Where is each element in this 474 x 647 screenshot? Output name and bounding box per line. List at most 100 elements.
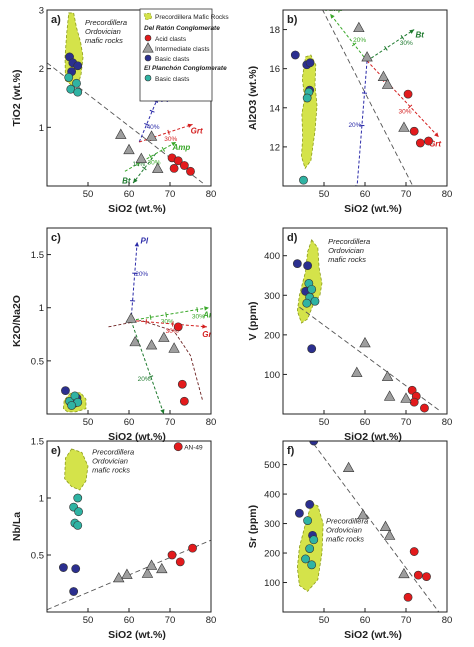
data-point-basic_planchon <box>307 560 317 570</box>
field-annotation: mafic rocks <box>328 255 366 264</box>
data-point-intermediate <box>135 152 148 163</box>
panel-letter: e) <box>51 445 61 457</box>
data-point-intermediate <box>361 51 373 62</box>
data-point-acid <box>420 403 429 413</box>
data-point-basic_planchon <box>307 284 317 294</box>
y-tick-label: 100 <box>264 370 280 381</box>
vector-tick <box>148 375 154 378</box>
y-tick-label: 16 <box>269 64 280 75</box>
x-tick-label: 50 <box>83 615 94 626</box>
y-axis-label: K2O/Na2O <box>11 295 23 347</box>
vector-arrowhead <box>202 324 207 329</box>
vector-percent-label: 10% <box>132 161 145 168</box>
panel-letter: d) <box>287 232 298 244</box>
panel-letter: a) <box>51 14 61 26</box>
x-tick-label: 60 <box>124 189 135 200</box>
data-point-intermediate <box>351 366 363 377</box>
data-point-basic_raton <box>307 344 317 354</box>
vector-grt <box>366 60 440 138</box>
vector-tick <box>165 312 168 318</box>
data-point-acid <box>188 543 197 553</box>
vector-percent-label: 30% <box>400 40 413 47</box>
vector-label: Amp <box>202 310 221 319</box>
vector-arrowhead <box>160 409 165 414</box>
y-tick-label: 300 <box>264 519 280 530</box>
data-point-acid <box>424 136 433 146</box>
field-annotation: Precordillera <box>328 237 370 246</box>
field-annotation: Ordovician <box>326 526 362 535</box>
data-point-intermediate <box>357 508 369 520</box>
data-point-basic_planchon <box>73 520 83 530</box>
y-tick-label: 1 <box>39 123 44 134</box>
data-point-acid <box>409 126 419 136</box>
panel-letter: c) <box>51 232 61 244</box>
x-tick-label: 50 <box>83 417 94 428</box>
panel-letter: b) <box>287 14 298 26</box>
vector-amp <box>130 307 210 321</box>
field-annotation: Precordillera <box>85 18 127 27</box>
field-annotation: mafic rocks <box>85 36 123 45</box>
vector-tick <box>161 146 166 152</box>
data-point-intermediate <box>129 335 141 347</box>
data-point-basic_raton <box>305 499 315 509</box>
point-label-an49: AN-49 <box>184 445 203 452</box>
vector-pl <box>356 60 368 186</box>
data-point-basic_planchon <box>310 296 320 306</box>
vector-tick <box>400 35 405 40</box>
vector-pl <box>138 97 159 143</box>
vector-label: Bt <box>122 176 131 185</box>
data-point-basic_planchon <box>301 554 310 564</box>
panel-f: 50 60 70 80 100 200 300 400 500 SiO2 (wt.%) Sr (pp… <box>247 440 452 641</box>
data-point-intermediate <box>115 128 127 139</box>
data-point-basic_planchon <box>74 507 83 517</box>
vector-tick <box>384 45 388 51</box>
data-point-acid <box>175 557 185 567</box>
data-point-basic_planchon <box>302 93 312 103</box>
vector-percent-label: 20% <box>353 37 366 44</box>
data-point-intermediate <box>156 562 168 574</box>
data-point-intermediate <box>151 162 164 173</box>
data-point-acid <box>415 138 425 148</box>
x-axis-label: SiO2 (wt.%) <box>108 203 166 215</box>
data-point-intermediate <box>398 567 410 579</box>
plot-area-d <box>292 239 440 413</box>
x-tick-label: 80 <box>442 189 453 200</box>
data-point-acid <box>179 396 189 406</box>
x-axis-label: SiO2 (wt.%) <box>108 431 166 443</box>
vector-grt <box>139 123 193 143</box>
data-point-basic_raton <box>59 563 68 572</box>
vector-percent-label: 30% <box>161 319 174 326</box>
vector-tick <box>144 122 150 126</box>
vector-bt <box>132 153 157 184</box>
data-point-acid <box>409 547 419 556</box>
y-tick-label: 1 <box>39 494 44 505</box>
y-tick-label: 14 <box>269 103 280 114</box>
data-point-acid <box>403 592 413 602</box>
x-tick-label: 60 <box>124 417 135 428</box>
x-tick-label: 80 <box>206 417 217 428</box>
x-tick-label: 50 <box>83 189 94 200</box>
vector-label: Amp <box>171 143 190 152</box>
y-tick-label: 0.5 <box>31 551 44 562</box>
x-tick-label: 60 <box>124 615 135 626</box>
x-tick-label: 70 <box>165 417 176 428</box>
field-annotation: Ordovician <box>92 457 128 466</box>
legend-marker <box>144 34 152 42</box>
data-point-intermediate <box>141 567 154 578</box>
y-tick-label: 3 <box>39 6 44 17</box>
legend-marker <box>144 54 152 62</box>
data-point-basic_planchon <box>305 544 315 554</box>
y-tick-label: 100 <box>264 578 280 589</box>
data-point-intermediate <box>158 331 170 342</box>
y-tick-label: 300 <box>264 291 280 302</box>
legend-label: Intermediate clasts <box>155 46 210 53</box>
field-annotation: Ordovician <box>85 27 121 36</box>
legend-box <box>139 8 213 102</box>
data-point-basic_planchon <box>303 516 312 526</box>
data-point-acid <box>177 379 187 389</box>
y-tick-label: 400 <box>264 251 280 262</box>
data-point-intermediate <box>383 529 396 540</box>
